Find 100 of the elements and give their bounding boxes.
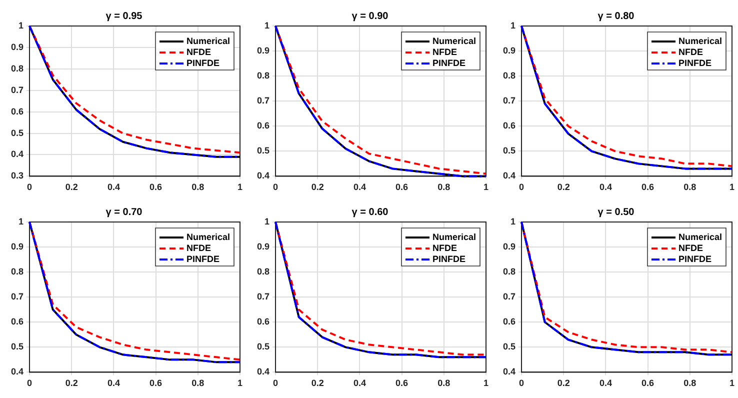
y-tick-label: 0.8 [10,266,24,277]
legend-label: PINFDE [186,58,220,68]
chart-title: γ = 0.50 [598,206,635,218]
y-tick-label: 0.6 [10,106,24,116]
legend-label: Numerical [678,36,722,46]
y-tick-label: 0.4 [502,366,516,377]
y-tick-label: 0.6 [502,316,516,327]
y-tick-label: 0.9 [10,42,24,52]
y-tick-label: 0.8 [502,266,516,277]
x-tick-label: 0.2 [65,182,78,192]
x-tick-label: 1 [483,182,489,192]
x-tick-label: 0.6 [396,182,408,192]
y-tick-label: 0.4 [10,366,24,377]
legend-label: NFDE [432,242,457,253]
legend-label: NFDE [186,242,211,253]
legend-label: NFDE [678,242,703,253]
x-tick-label: 0.2 [311,378,324,388]
x-tick-label: 1 [729,182,735,192]
y-tick-label: 0.8 [10,63,24,74]
y-tick-label: 0.6 [256,120,270,131]
y-tick-label: 1 [18,20,24,30]
y-tick-label: 0.6 [10,316,24,327]
x-tick-label: 0 [273,182,278,192]
y-tick-label: 0.4 [256,366,270,377]
x-tick-label: 1 [729,378,735,388]
legend-label: NFDE [186,46,211,57]
y-tick-label: 0.5 [502,342,516,352]
y-tick-label: 0.7 [256,292,270,302]
y-tick-label: 0.7 [10,292,24,302]
x-tick-label: 0.4 [599,378,612,388]
legend-label: NFDE [678,46,703,57]
y-tick-label: 0.8 [502,70,516,81]
y-tick-label: 1 [18,216,24,226]
x-tick-label: 0.6 [396,378,408,388]
x-tick-label: 0.4 [107,378,120,388]
legend-label: PINFDE [186,254,220,264]
legend-label: PINFDE [432,254,466,264]
x-tick-label: 0.6 [150,378,162,388]
x-tick-label: 0.2 [557,182,570,192]
x-tick-label: 0 [27,182,32,192]
y-tick-label: 0.9 [502,242,516,252]
x-tick-label: 0.4 [353,378,366,388]
y-tick-label: 0.9 [256,46,270,56]
x-tick-label: 0.8 [684,182,696,192]
legend-label: PINFDE [432,58,466,68]
x-tick-label: 0.8 [438,182,450,192]
x-tick-label: 0.6 [642,182,654,192]
x-tick-label: 0 [519,378,524,388]
y-tick-label: 0.5 [10,342,24,352]
chart-title: γ = 0.95 [106,10,143,22]
x-tick-label: 0.8 [192,378,204,388]
y-tick-label: 0.9 [256,242,270,252]
y-tick-label: 0.3 [10,170,24,181]
y-tick-label: 0.6 [256,316,270,327]
y-tick-label: 0.5 [256,342,270,352]
legend-label: Numerical [432,36,476,46]
legend-label: Numerical [186,36,230,46]
legend-label: Numerical [678,232,722,242]
y-tick-label: 0.8 [256,266,270,277]
y-tick-label: 0.5 [502,146,516,156]
y-tick-label: 0.5 [256,146,270,156]
y-tick-label: 0.5 [10,128,24,138]
y-tick-label: 0.4 [256,170,270,181]
x-tick-label: 0.2 [311,182,324,192]
y-tick-label: 0.7 [10,84,24,95]
y-tick-label: 1 [510,20,516,30]
legend-label: PINFDE [678,58,712,68]
x-tick-label: 0 [273,378,278,388]
legend-label: PINFDE [678,254,712,264]
x-tick-label: 1 [483,378,489,388]
x-tick-label: 0 [27,378,32,388]
y-tick-label: 1 [510,216,516,226]
x-tick-label: 0.8 [684,378,696,388]
legend-label: Numerical [186,232,230,242]
y-tick-label: 0.7 [256,96,270,106]
y-tick-label: 0.7 [502,96,516,106]
x-tick-label: 1 [237,378,243,388]
y-tick-label: 0.7 [502,292,516,302]
x-tick-label: 0.8 [192,182,204,192]
legend-label: NFDE [432,46,457,57]
y-tick-label: 0.4 [502,170,516,181]
y-tick-label: 0.6 [502,120,516,131]
x-tick-label: 0.4 [107,182,120,192]
x-tick-label: 0.8 [438,378,450,388]
x-tick-label: 0.4 [353,182,366,192]
x-tick-label: 0 [519,182,524,192]
y-tick-label: 0.4 [10,149,24,160]
chart-title: γ = 0.70 [106,206,143,218]
legend-label: Numerical [432,232,476,242]
chart-title: γ = 0.60 [352,206,389,218]
x-tick-label: 0.4 [599,182,612,192]
x-tick-label: 0.2 [65,378,78,388]
y-tick-label: 0.9 [10,242,24,252]
x-tick-label: 0.2 [557,378,570,388]
y-tick-label: 0.8 [256,70,270,81]
y-tick-label: 0.9 [502,46,516,56]
y-tick-label: 1 [264,20,270,30]
x-tick-label: 1 [237,182,243,192]
chart-title: γ = 0.90 [352,10,389,22]
x-tick-label: 0.6 [642,378,654,388]
